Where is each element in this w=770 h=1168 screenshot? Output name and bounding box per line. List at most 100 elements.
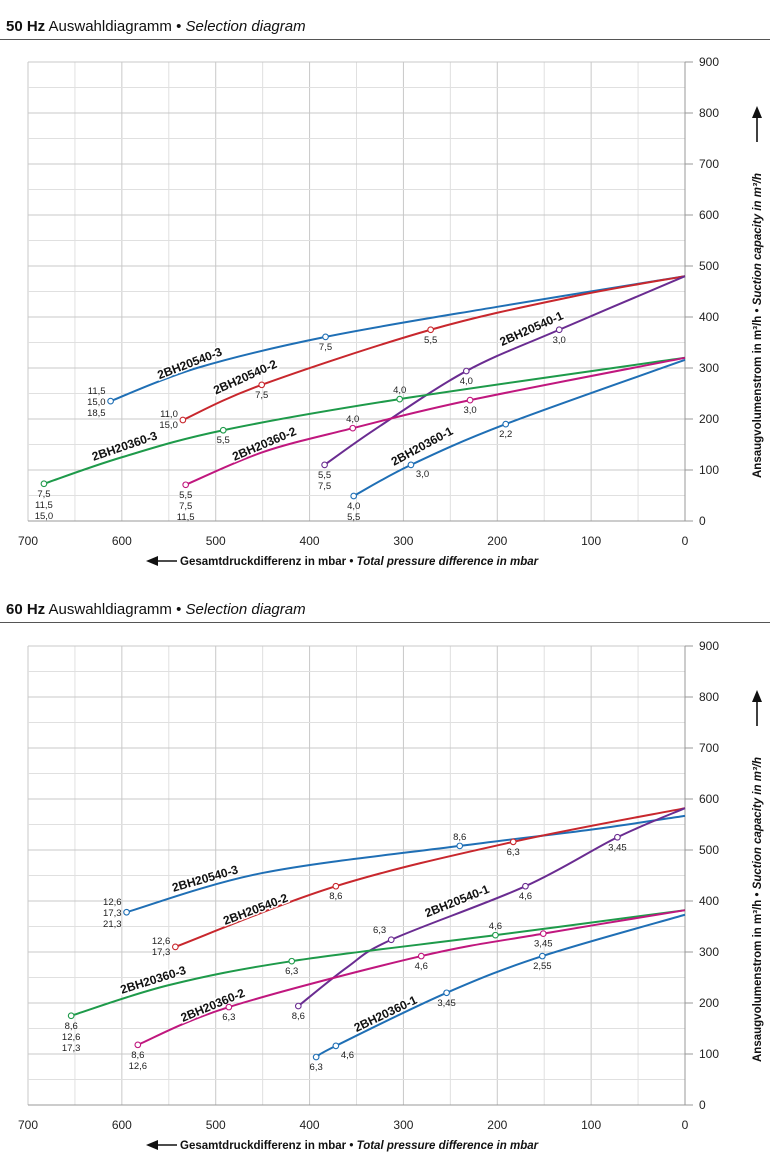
data-point-label: 15,0 [159,420,178,431]
data-point-label: 4,6 [415,961,428,972]
data-point-marker [522,882,529,890]
data-point-marker [312,1053,320,1061]
data-point-label: 11,5 [88,386,106,397]
x-axis-title: Gesamtdruckdifferenz in mbar • Total pre… [146,1140,539,1152]
data-point-label: 4,6 [489,921,502,932]
data-point-label: 8,6 [131,1050,144,1061]
x-label-german: Gesamtdruckdifferenz in mbar [180,556,349,568]
y-tick-label: 700 [699,741,719,755]
data-point-label: 15,0 [35,511,54,522]
data-point-label: 11,5 [35,500,53,511]
x-tick-label: 0 [682,534,689,548]
title-frequency: 60 Hz [6,601,46,618]
grid [27,61,686,522]
series-line [175,807,686,948]
data-point-label: 8,6 [65,1021,78,1032]
y-tick-label: 900 [699,639,719,653]
data-point-label: 8,6 [329,891,342,902]
y-label-separator: • [752,305,764,315]
y-tick-label: 0 [699,1098,706,1112]
data-point-marker [172,943,179,951]
x-tick-label: 700 [18,534,38,548]
series-2bh20540-1: 2BH20540-18,66,34,63,45 [292,807,686,1022]
title-frequency: 50 Hz [6,18,46,35]
x-label-english: Total pressure difference in mbar [357,1140,539,1152]
data-point-label: 7,5 [37,489,50,500]
series-name-label: 2BH20360-3 [90,428,159,463]
arrow-left-icon [146,556,158,566]
y-axis-label: Ansaugvolumenstrom in m³/h • Suction cap… [752,173,764,478]
y-tick-label: 500 [699,259,719,273]
y-tick-label: 800 [699,106,719,120]
data-point-marker [40,480,48,488]
x-tick-label: 500 [206,534,226,548]
data-point-label: 5,5 [179,490,192,501]
data-point-marker [123,908,130,916]
data-point-label: 5,5 [424,335,437,346]
x-label-german: Gesamtdruckdifferenz in mbar [180,1140,349,1152]
data-point-marker [443,989,450,997]
arrow-up-icon [752,106,762,118]
y-label-separator: • [752,889,764,899]
arrow-up-icon [752,690,762,702]
data-point-label: 6,3 [373,925,386,936]
title-english: Selection diagram [185,18,306,35]
data-point-label: 8,6 [292,1011,305,1022]
data-point-marker [417,952,425,960]
y-tick-label: 100 [699,463,719,477]
title-german: Auswahldiagramm [48,601,172,618]
data-point-label: 4,0 [346,414,359,425]
y-tick-label: 200 [699,412,719,426]
series-name-label: 2BH20360-1 [389,424,456,469]
data-point-marker [462,367,470,375]
y-tick-label: 500 [699,843,719,857]
data-point-marker [288,957,296,965]
series-line [70,909,686,1017]
data-point-marker [538,952,546,960]
data-point-label: 7,5 [319,342,332,353]
x-label-separator: • [349,1140,356,1152]
y-axis-label: Ansaugvolumenstrom in m³/h • Suction cap… [752,757,764,1062]
x-tick-label: 700 [18,1118,38,1132]
data-point-marker [179,416,187,424]
y-tick-label: 300 [699,361,719,375]
series-2bh20360-2: 2BH20360-28,612,66,34,63,45 [129,909,686,1072]
data-point-marker [614,833,621,841]
data-point-label: 17,3 [103,908,122,919]
data-point-label: 17,3 [152,947,171,958]
y-tick-label: 0 [699,514,706,528]
x-label-separator: • [349,556,356,568]
x-axis-title: Gesamtdruckdifferenz in mbar • Total pre… [146,556,539,568]
data-point-label: 3,0 [553,335,566,346]
data-point-marker [349,424,357,432]
series-line [110,275,686,403]
data-point-label: 6,3 [507,847,520,858]
data-point-marker [509,838,517,846]
data-point-label: 7,5 [318,481,331,492]
data-point-marker [456,842,464,850]
x-tick-label: 600 [112,534,132,548]
data-point-label: 3,45 [534,939,553,950]
data-point-label: 5,5 [318,470,331,481]
series-name-label: 2BH20360-3 [119,963,188,997]
data-point-label: 12,6 [129,1061,148,1072]
y-tick-label: 700 [699,157,719,171]
data-point-marker [321,461,328,469]
y-label-german: Ansaugvolumenstrom in m³/h [752,900,764,1062]
y-tick-label: 300 [699,945,719,959]
series-name-label: 2BH20540-3 [170,862,240,894]
series-2bh20540-3: 2BH20540-311,515,018,57,5 [87,275,686,419]
series-name-label: 2BH20540-2 [221,891,290,928]
x-tick-label: 600 [112,1118,132,1132]
data-point-label: 15,0 [87,397,106,408]
data-point-label: 6,3 [310,1062,323,1073]
data-point-marker [396,395,404,403]
data-point-label: 3,0 [416,469,429,480]
arrow-left-icon [146,1140,158,1150]
title-divider [0,39,770,40]
series-line [43,356,686,485]
data-point-label: 4,6 [519,891,532,902]
data-point-label: 7,5 [255,390,268,401]
y-tick-label: 600 [699,208,719,222]
data-point-marker [539,930,547,937]
